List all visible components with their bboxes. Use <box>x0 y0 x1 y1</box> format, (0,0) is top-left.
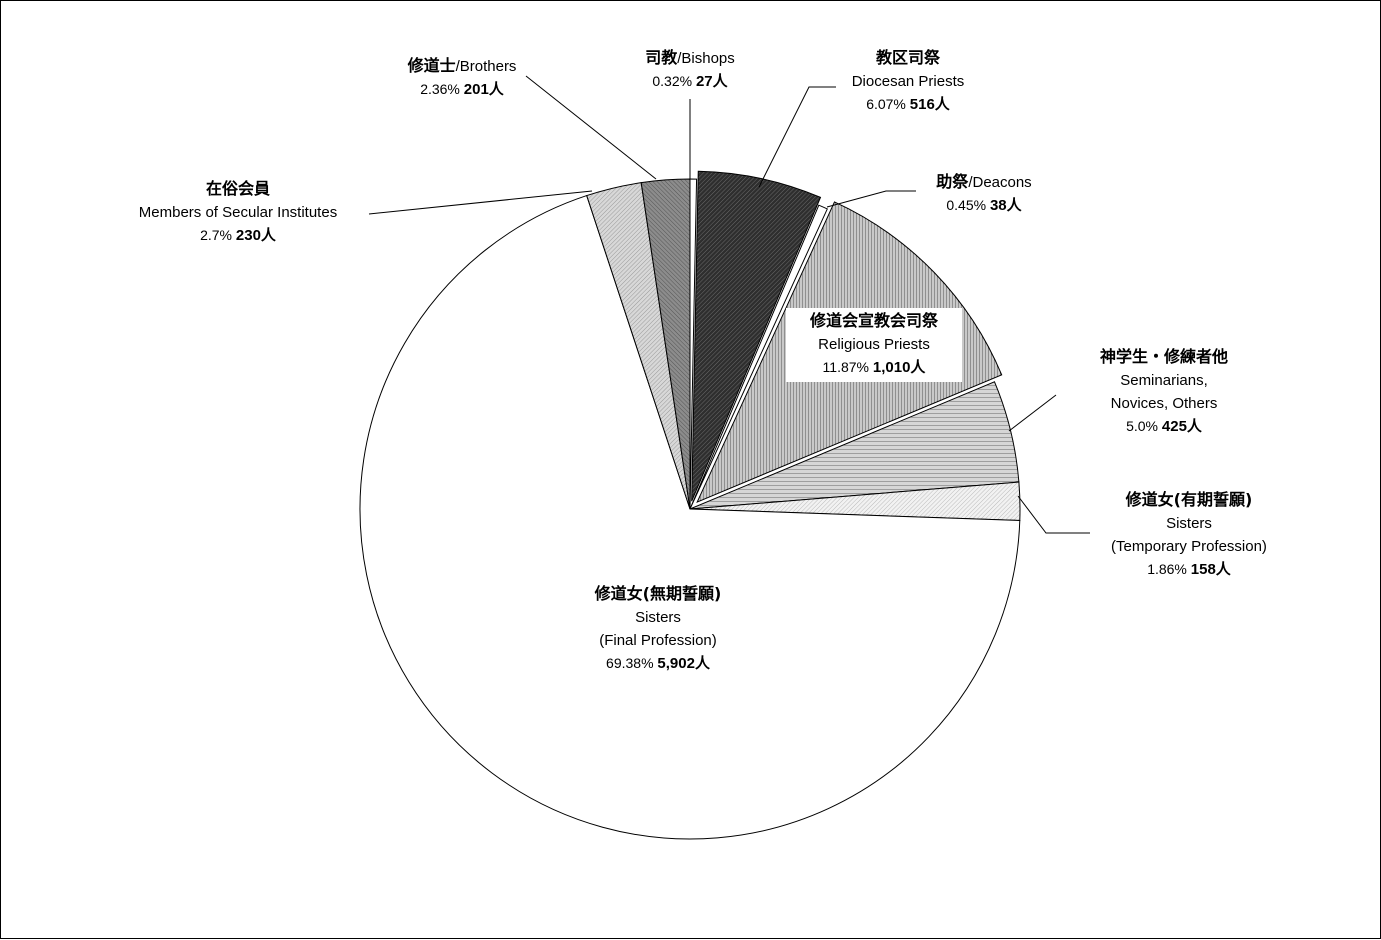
label-sisters-temporary: 修道女(有期誓願) Sisters (Temporary Profession) 1.… <box>1111 490 1267 578</box>
slice-title: 神学生・修練者他 <box>1100 347 1228 366</box>
label-secular-institutes: 在俗会員 Members of Secular Institutes 2.7% 23… <box>139 179 337 244</box>
slice-value: 2.36% 201人 <box>420 81 505 98</box>
slice-title: 助祭/Deacons <box>936 172 1031 191</box>
slice-title: 修道女(有期誓願) <box>1125 490 1253 509</box>
leader-line-deacons <box>826 190 916 208</box>
label-deacons: 助祭/Deacons 0.45% 38人 <box>936 172 1031 214</box>
slice-subtitle: Sisters <box>635 609 681 626</box>
pie-slice-deacons <box>689 204 828 510</box>
slice-title: 修道士/Brothers <box>407 56 517 75</box>
slice-value: 1.86% 158人 <box>1147 561 1232 578</box>
label-background <box>786 308 962 382</box>
slice-subtitle: (Final Profession) <box>599 632 717 649</box>
leader-line-brothers <box>525 75 657 180</box>
slice-value: 5.0% 425人 <box>1126 418 1203 435</box>
slice-value: 2.7% 230人 <box>200 227 277 244</box>
slice-value: 69.38% 5,902人 <box>606 655 711 672</box>
leader-line-diocesan-priests <box>758 86 836 188</box>
label-brothers: 修道士/Brothers 2.36% 201人 <box>407 56 517 98</box>
slice-value: 11.87% 1,010人 <box>823 359 927 376</box>
slice-title: 修道会宣教会司祭 <box>809 311 939 330</box>
label-seminarians: 神学生・修練者他 Seminarians, Novices, Others 5.0% … <box>1100 347 1228 435</box>
leader-line-secular-institutes <box>368 190 593 215</box>
leader-line-sisters-temporary <box>1017 495 1090 534</box>
slice-subtitle: Sisters <box>1166 515 1212 532</box>
slice-title: 教区司祭 <box>876 48 941 67</box>
slice-title: 修道女(無期誓願) <box>594 584 722 603</box>
label-sisters-final: 修道女(無期誓願) Sisters (Final Profession) 69.38%… <box>594 584 722 672</box>
slice-subtitle: Seminarians, <box>1120 372 1208 389</box>
slice-subtitle: Members of Secular Institutes <box>139 204 337 221</box>
slice-title: 在俗会員 <box>206 179 270 198</box>
slice-subtitle: Diocesan Priests <box>852 73 965 90</box>
slice-value: 0.45% 38人 <box>946 197 1022 214</box>
slice-subtitle: Novices, Others <box>1111 395 1218 412</box>
slice-value: 0.32% 27人 <box>652 73 728 90</box>
slice-title: 司教/Bishops <box>645 48 735 67</box>
label-diocesan-priests: 教区司祭 Diocesan Priests 6.07% 516人 <box>852 48 965 113</box>
pie-slice-sisters-final <box>359 194 1021 840</box>
slice-value: 6.07% 516人 <box>866 96 951 113</box>
label-bishops: 司教/Bishops 0.32% 27人 <box>645 48 735 90</box>
slice-subtitle: Religious Priests <box>818 336 930 353</box>
leader-line-seminarians <box>1008 394 1057 432</box>
slice-subtitle: (Temporary Profession) <box>1111 538 1267 555</box>
label-religious-priests: 修道会宣教会司祭 Religious Priests 11.87% 1,010人 <box>786 308 962 382</box>
pie-slice-diocesan-priests <box>691 170 822 502</box>
